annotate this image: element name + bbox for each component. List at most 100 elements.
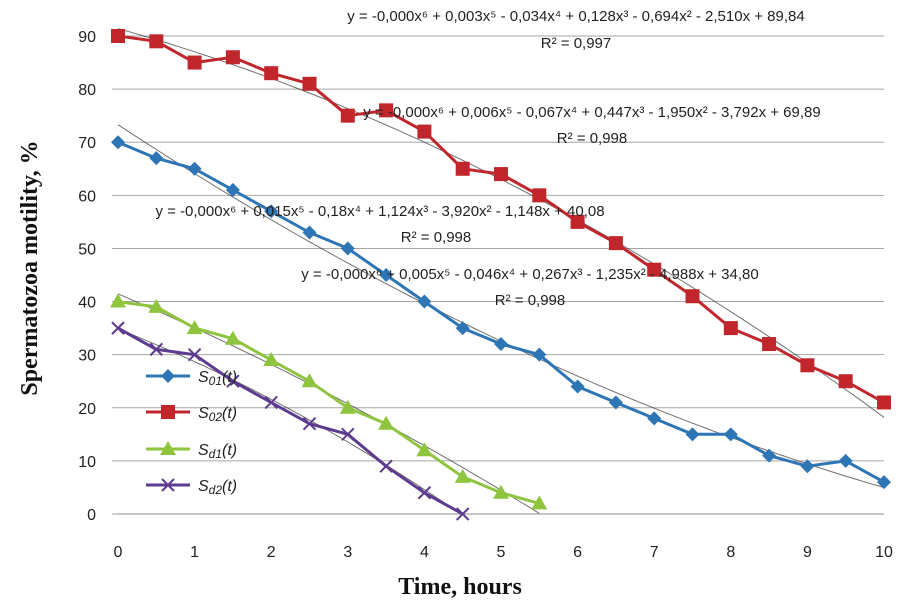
data-point-s01t xyxy=(187,161,202,176)
equation-s01: y = -0,000x⁶ + 0,006x⁵ - 0,067x⁴ + 0,447… xyxy=(363,104,820,121)
data-point-s01t xyxy=(532,347,547,362)
series-layer xyxy=(110,29,891,521)
y-axis-title: Spermatozoa motility, % xyxy=(17,140,43,395)
x-tick-label: 7 xyxy=(650,544,659,561)
r2-sd1: R² = 0,998 xyxy=(401,229,471,246)
y-tick-label: 80 xyxy=(78,82,96,99)
data-point-s01t xyxy=(723,427,738,442)
data-point-sd1t xyxy=(110,293,126,308)
x-tick-label: 4 xyxy=(420,544,429,561)
data-point-sd2t xyxy=(226,374,240,388)
data-point-s02t xyxy=(723,321,738,336)
data-point-s01t xyxy=(379,268,394,282)
equation-s02: y = -0,000x⁶ + 0,003x⁵ - 0,034x⁴ + 0,128… xyxy=(347,8,804,25)
data-point-s01t xyxy=(225,183,240,198)
legend: S01(t) S02(t) Sd1(t) Sd2(t) xyxy=(146,369,237,497)
data-point-s02t xyxy=(877,395,891,410)
legend-label-sd2t: Sd2(t) xyxy=(198,478,237,497)
x-tick-label: 6 xyxy=(573,544,582,561)
data-point-sd2t xyxy=(111,321,125,335)
legend-item-s02t: S02(t) xyxy=(146,405,237,424)
data-point-s01t xyxy=(149,151,164,166)
data-point-sd2t xyxy=(149,342,164,357)
y-tick-label: 90 xyxy=(78,29,96,46)
x-axis-title: Time, hours xyxy=(398,574,522,600)
data-point-sd1t xyxy=(493,484,509,499)
series-sd1t xyxy=(110,293,548,510)
data-point-sd1t xyxy=(454,468,471,483)
data-point-s01t xyxy=(608,395,623,410)
y-tick-label: 0 xyxy=(87,507,96,524)
y-tick-label: 10 xyxy=(78,454,96,471)
x-tick-label: 1 xyxy=(190,544,199,561)
data-point-sd1t xyxy=(531,495,548,510)
r2-s02: R² = 0,997 xyxy=(541,35,611,52)
data-point-s01t xyxy=(762,448,777,463)
data-point-s02t xyxy=(417,124,432,139)
legend-item-sd2t: Sd2(t) xyxy=(146,478,237,497)
data-point-sd2t xyxy=(417,486,432,500)
data-point-sd1t xyxy=(186,320,203,335)
series-s01t xyxy=(111,135,891,490)
data-point-s01t xyxy=(800,459,815,474)
data-point-s01t xyxy=(302,225,317,240)
data-point-s02t xyxy=(838,374,853,389)
data-point-s02t xyxy=(647,262,662,277)
data-point-sd2t xyxy=(187,347,202,362)
data-point-s02t xyxy=(187,55,202,70)
data-point-sd1t xyxy=(148,298,165,313)
data-point-s02t xyxy=(149,34,164,49)
y-tick-label: 70 xyxy=(78,135,96,152)
trend-line-s02t xyxy=(117,28,885,418)
data-point-s02t xyxy=(762,337,777,352)
data-point-s01t xyxy=(570,379,585,394)
y-tick-label: 50 xyxy=(78,241,96,258)
data-point-s02t xyxy=(608,236,623,251)
series-sd2t xyxy=(111,321,470,521)
legend-label-s02t: S02(t) xyxy=(198,405,237,424)
data-point-sd1t xyxy=(263,351,280,366)
series-s02t xyxy=(111,29,891,410)
r2-sd2: R² = 0,998 xyxy=(495,292,565,309)
data-point-s02t xyxy=(379,103,394,118)
data-point-sd2t xyxy=(341,427,355,442)
data-point-sd2t xyxy=(379,459,393,473)
x-tick-label: 2 xyxy=(267,544,276,561)
y-tick-label: 30 xyxy=(78,348,96,365)
x-tick-label: 3 xyxy=(343,544,352,561)
data-point-s02t xyxy=(111,29,125,43)
legend-marker xyxy=(160,441,176,455)
data-point-s01t xyxy=(647,411,662,426)
y-tick-label: 20 xyxy=(78,401,96,418)
data-point-sd1t xyxy=(416,442,433,457)
data-point-s01t xyxy=(685,427,700,442)
data-point-s02t xyxy=(494,167,508,182)
legend-item-sd1t: Sd1(t) xyxy=(146,441,237,461)
data-point-s01t xyxy=(838,453,853,468)
data-point-s02t xyxy=(455,161,470,176)
data-point-s02t xyxy=(532,188,547,203)
r2-s01: R² = 0,998 xyxy=(557,130,627,147)
data-point-s01t xyxy=(417,294,432,309)
data-point-s02t xyxy=(340,108,355,123)
x-tick-label: 8 xyxy=(726,544,735,561)
data-point-sd2t xyxy=(302,417,317,431)
data-point-sd1t xyxy=(378,415,395,430)
data-point-s02t xyxy=(264,66,279,81)
data-point-s01t xyxy=(111,135,125,150)
equation-sd2: y = -0,000x⁶ + 0,005x⁵ - 0,046x⁴ + 0,267… xyxy=(301,266,758,283)
y-tick-label: 40 xyxy=(78,295,96,312)
data-point-sd1t xyxy=(301,373,318,388)
data-point-sd2t xyxy=(455,507,470,521)
data-point-sd1t xyxy=(339,399,356,414)
data-point-s01t xyxy=(494,337,508,352)
x-tick-label: 5 xyxy=(497,544,506,561)
data-point-s02t xyxy=(685,289,700,304)
data-point-sd2t xyxy=(264,395,278,410)
data-point-s01t xyxy=(264,204,279,219)
x-tick-label: 9 xyxy=(803,544,812,561)
trend-line-sd1t xyxy=(117,293,540,514)
data-point-s02t xyxy=(225,50,240,65)
x-tick-label: 10 xyxy=(875,544,893,561)
data-point-s02t xyxy=(570,214,585,229)
